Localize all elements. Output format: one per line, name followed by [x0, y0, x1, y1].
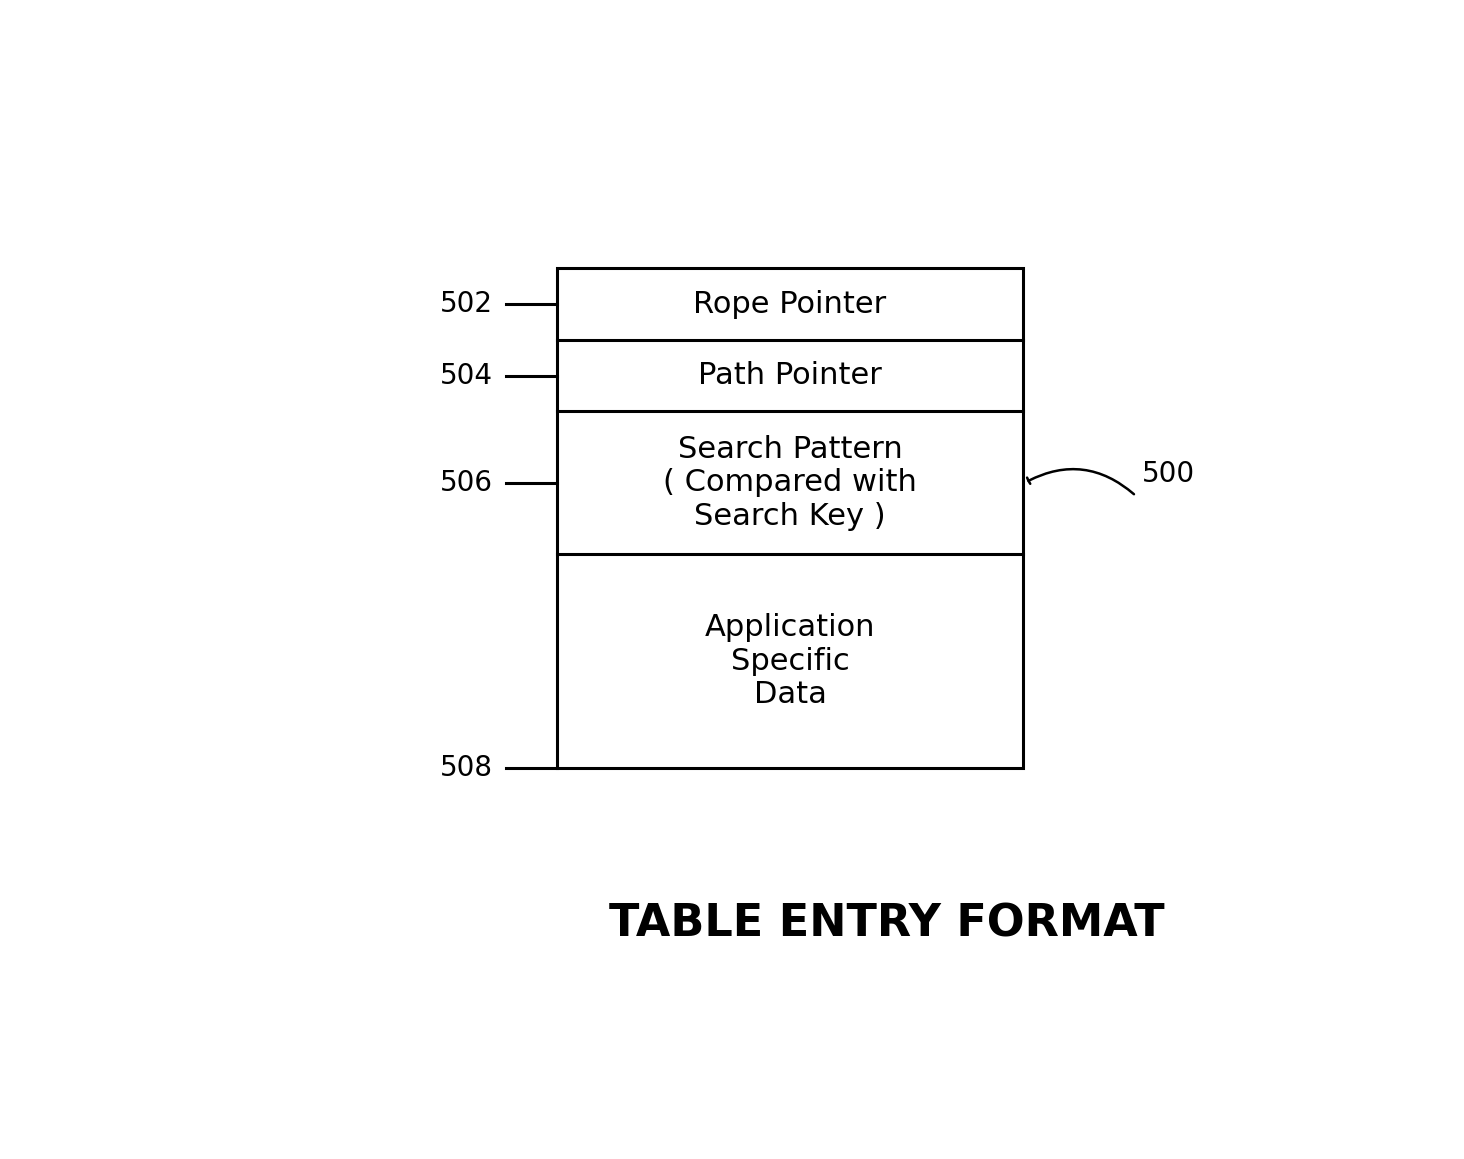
Text: TABLE ENTRY FORMAT: TABLE ENTRY FORMAT	[609, 903, 1164, 946]
Text: 508: 508	[439, 755, 493, 782]
Text: 500: 500	[1142, 460, 1195, 488]
Text: Rope Pointer: Rope Pointer	[694, 290, 887, 319]
Text: 506: 506	[439, 468, 493, 497]
Text: Path Pointer: Path Pointer	[698, 362, 881, 391]
Text: Search Pattern
( Compared with
Search Key ): Search Pattern ( Compared with Search Ke…	[663, 435, 916, 531]
Text: Application
Specific
Data: Application Specific Data	[704, 613, 875, 709]
Text: 504: 504	[439, 362, 493, 389]
Text: 502: 502	[439, 290, 493, 319]
Bar	[558, 269, 1023, 768]
